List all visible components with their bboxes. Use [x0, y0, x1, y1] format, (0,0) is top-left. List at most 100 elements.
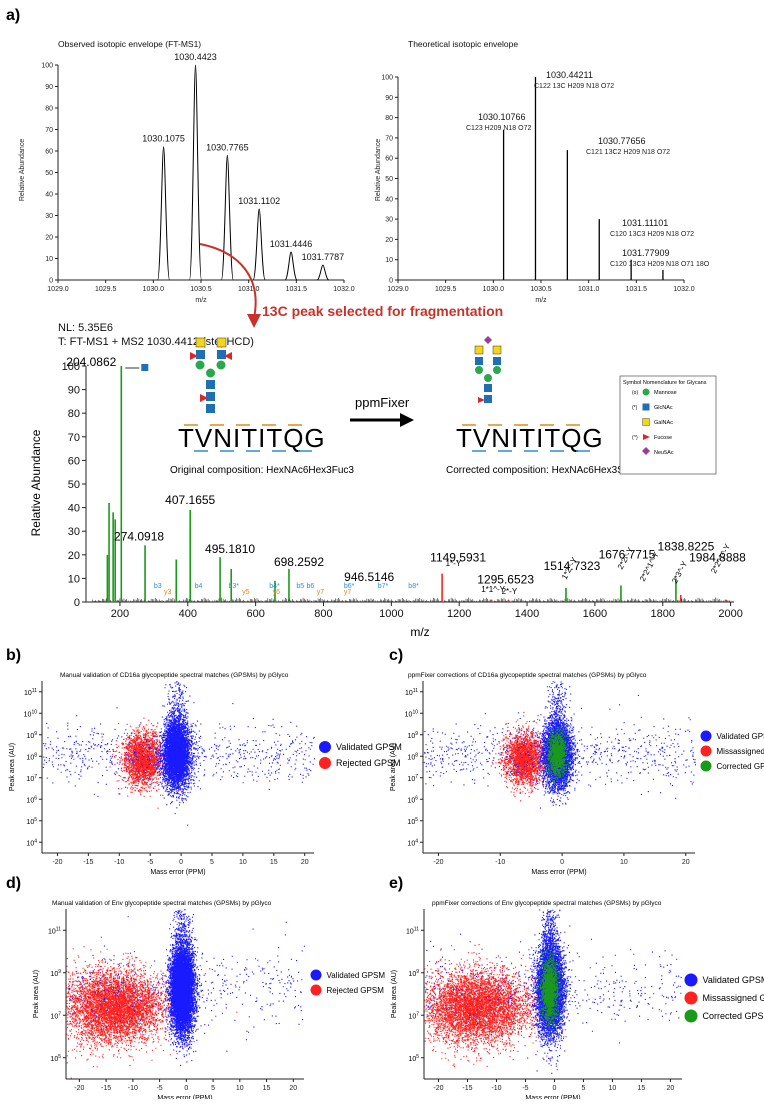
y-tick-exp: 7 [415, 774, 418, 780]
y-tick-base: 10 [26, 733, 34, 740]
mannose-icon [196, 361, 205, 370]
x-tick-label: -10 [114, 859, 124, 866]
y-tick-label: 40 [385, 196, 393, 203]
b-ion-label: b5 [296, 583, 304, 590]
x-tick-label: -10 [495, 859, 505, 866]
x-tick-label: 10 [620, 859, 628, 866]
ms2-peak-label: 946.5146 [344, 570, 394, 584]
y-tick-label: 107 [407, 774, 418, 783]
y-ion-label: y3 [164, 589, 172, 596]
galnac-icon [475, 346, 483, 354]
observed-peak [317, 265, 329, 280]
galnac-icon [493, 346, 501, 354]
panel-label-d: d) [6, 875, 21, 892]
y-tick-label: 104 [26, 838, 37, 847]
x-tick-label: -15 [101, 1085, 111, 1092]
x-tick-label: -15 [83, 859, 93, 866]
observed-peak [285, 252, 297, 280]
legend-item-fucose: Fucose [654, 435, 672, 441]
theoretical-peak-formula: C123 H209 N18 O72 [466, 125, 531, 132]
glcnac-icon [196, 350, 205, 359]
x-tick-label: -20 [52, 859, 62, 866]
corrected-peptide: TVNITITQG [456, 423, 604, 453]
legend-validated-marker [311, 970, 322, 981]
x-tick-label: 5 [211, 1085, 215, 1092]
b-ion-label: b3* [228, 583, 239, 590]
mannose-icon [484, 374, 492, 382]
y-tick-exp: 8 [415, 752, 418, 758]
y-tick-label: 70 [385, 135, 393, 142]
x-tick-label: 1029.5 [95, 286, 117, 293]
y-tick-exp: 4 [415, 838, 418, 844]
legend-rejected: Missassigned GPSM [717, 747, 764, 756]
y-tick-base: 10 [406, 928, 414, 935]
y-tick-label: 90 [45, 84, 53, 91]
observed-peak-label: 1031.7787 [302, 252, 345, 262]
x-tick-label: -20 [433, 1085, 443, 1092]
y-tick-label: 80 [45, 106, 53, 113]
original-composition: Original composition: HexNAc6Hex3Fuc3 [170, 465, 354, 476]
y-tick-label: 107 [408, 1011, 419, 1020]
x-tick-label: 1032.0 [333, 286, 355, 293]
y-tick-label: 107 [50, 1011, 61, 1020]
y-tick-label: 90 [385, 95, 393, 102]
y-ion-label: y7 [317, 589, 325, 596]
y-tick-base: 10 [407, 776, 415, 783]
theoretical-xlabel: m/z [535, 297, 547, 304]
y-tick-base: 10 [407, 797, 415, 804]
x-tick-label: 20 [682, 859, 690, 866]
y-tick-label: 0 [389, 278, 393, 285]
y-tick-base: 10 [407, 840, 415, 847]
y-tick-label: 109 [26, 731, 37, 740]
x-tick-label: 1030.5 [530, 286, 552, 293]
scatter-d: Manual validation of Env glycopeptide sp… [33, 900, 385, 1099]
y-tick-exp: 5 [416, 1054, 419, 1060]
y-tick-label: 108 [26, 752, 37, 761]
y-tick-exp: 7 [416, 1011, 419, 1017]
y-tick-base: 10 [408, 1013, 416, 1020]
y-tick-base: 10 [50, 1013, 58, 1020]
y-tick-base: 10 [48, 928, 56, 935]
b-ion-label: b6 [307, 583, 315, 590]
y-tick-label: 80 [68, 408, 80, 420]
y-ion-label: y7 [344, 589, 352, 596]
y-tick-exp: 5 [415, 817, 418, 823]
glcnac-icon [484, 395, 492, 403]
mannose-icon [206, 369, 215, 378]
legend-validated-marker [685, 974, 698, 987]
theoretical-peak-mz: 1031.77909 [622, 248, 670, 258]
scatter-e: ppmFixer corrections of Env glycopeptide… [391, 900, 764, 1099]
x-tick-label: 0 [184, 1085, 188, 1092]
y-tick-label: 80 [385, 115, 393, 122]
x-tick-label: 1030.0 [143, 286, 165, 293]
glcnac-icon [206, 392, 215, 401]
y-tick-label: 104 [407, 838, 418, 847]
y-tick-label: 105 [408, 1054, 419, 1063]
observed-peak-label: 1031.1102 [238, 196, 280, 206]
panel-label-b: b) [6, 647, 21, 664]
b-ion-label: b4 [195, 583, 203, 590]
y-tick-base: 10 [24, 711, 32, 718]
x-tick-label: 1030.0 [483, 286, 505, 293]
theoretical-peak-formula: C122 13C H209 N18 O72 [534, 83, 614, 90]
b-ion-label: b8* [408, 583, 419, 590]
x-tick-label: 600 [246, 608, 264, 620]
legend-code-0: (o) [632, 390, 638, 396]
x-tick-label: 5 [581, 1085, 585, 1092]
y-tick-label: 100 [381, 75, 393, 82]
legend-code-1: (*) [632, 405, 638, 411]
y-tick-exp: 10 [412, 709, 418, 715]
y-tick-label: 105 [407, 817, 418, 826]
y-tick-label: 60 [45, 149, 53, 156]
ms2-xlabel: m/z [410, 625, 429, 639]
legend-rejected-marker [685, 992, 698, 1005]
x-tick-label: 10 [236, 1085, 244, 1092]
galnac-icon [196, 338, 205, 347]
x-tick-label: -5 [147, 859, 153, 866]
y-tick-base: 10 [26, 819, 34, 826]
scatter-xlabel: Mass error (PPM) [525, 1095, 580, 1099]
observed-title: Observed isotopic envelope (FT-MS1) [58, 39, 201, 49]
fucose-icon [478, 397, 485, 403]
